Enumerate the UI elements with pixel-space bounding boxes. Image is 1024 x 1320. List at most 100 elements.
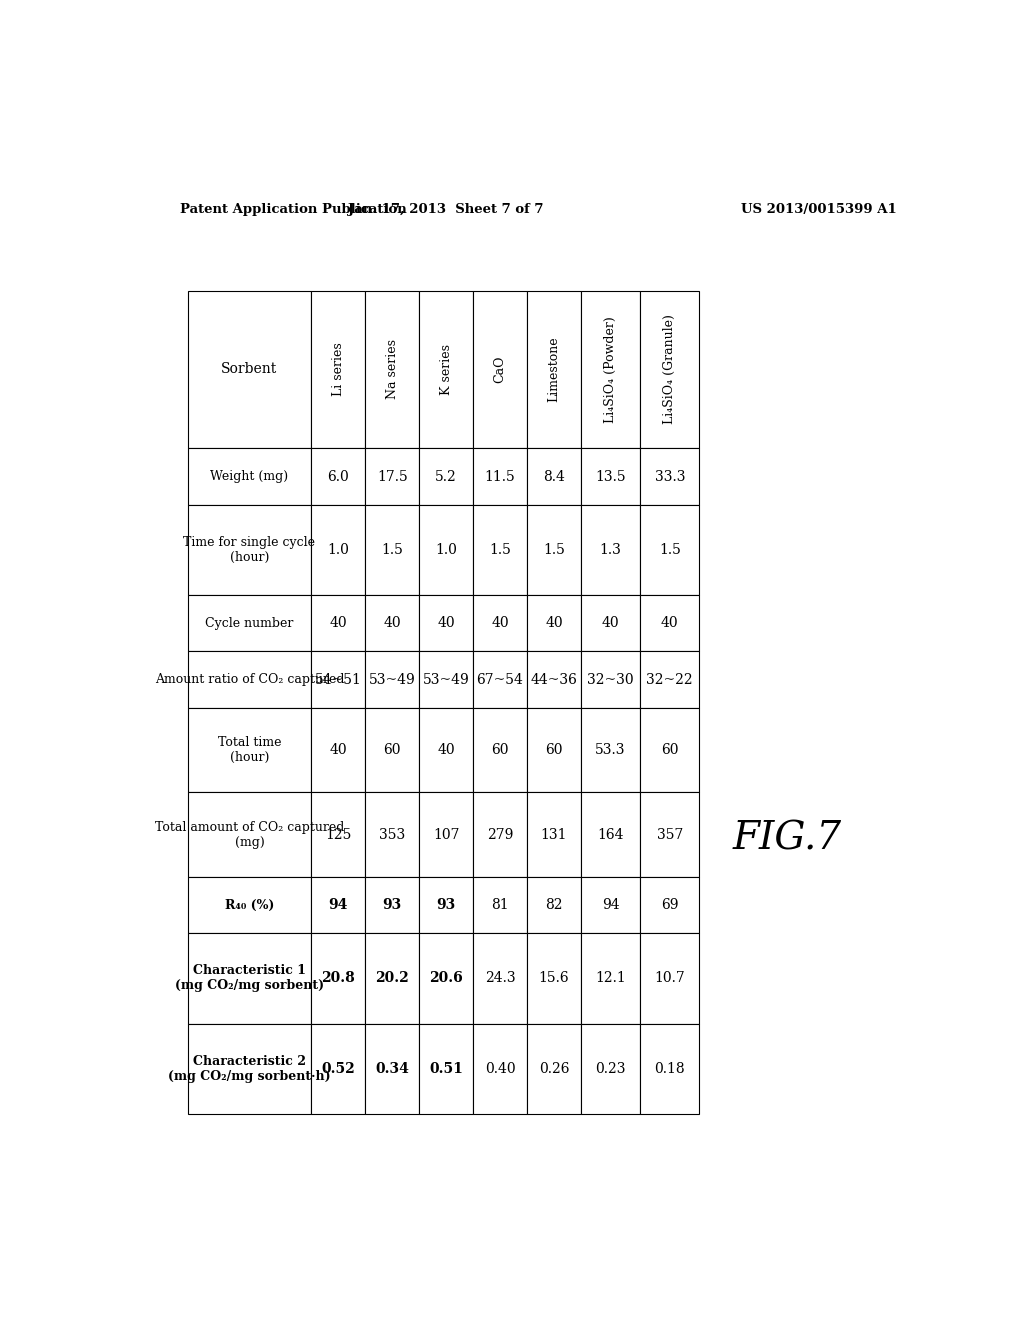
Text: 0.26: 0.26 [539,1061,569,1076]
Text: 1.5: 1.5 [381,543,403,557]
Text: 5.2: 5.2 [435,470,457,483]
Bar [187,504,311,595]
Bar [311,1023,366,1114]
Bar [473,652,527,708]
Text: 6.0: 6.0 [328,470,349,483]
Bar [640,933,699,1023]
Text: 33.3: 33.3 [654,470,685,483]
Text: R₄₀ (%): R₄₀ (%) [225,899,274,912]
Bar [366,792,419,876]
Text: 0.18: 0.18 [654,1061,685,1076]
Text: 0.51: 0.51 [429,1061,463,1076]
Bar [640,595,699,652]
Text: 40: 40 [330,743,347,758]
Bar [187,1023,311,1114]
Bar [419,933,473,1023]
Bar [366,290,419,449]
Bar [527,504,581,595]
Text: 11.5: 11.5 [484,470,515,483]
Bar [187,792,311,876]
Bar [527,708,581,792]
Bar [640,876,699,933]
Text: 40: 40 [383,616,401,630]
Text: 12.1: 12.1 [595,972,626,986]
Bar [527,876,581,933]
Text: 125: 125 [326,828,351,842]
Bar [187,652,311,708]
Text: Amount ratio of CO₂ captured: Amount ratio of CO₂ captured [155,673,344,686]
Text: 53~49: 53~49 [369,673,416,686]
Text: 54~51: 54~51 [315,673,361,686]
Text: Characteristic 1
(mg CO₂/mg sorbent): Characteristic 1 (mg CO₂/mg sorbent) [175,965,324,993]
Bar [473,933,527,1023]
Text: 131: 131 [541,828,567,842]
Text: 60: 60 [662,743,679,758]
Bar [419,792,473,876]
Text: 44~36: 44~36 [530,673,578,686]
Bar [187,595,311,652]
Bar [581,504,640,595]
Bar [419,290,473,449]
Text: 279: 279 [486,828,513,842]
Text: 94: 94 [329,898,348,912]
Bar [366,504,419,595]
Bar [187,933,311,1023]
Text: 20.6: 20.6 [429,972,463,986]
Bar [419,595,473,652]
Text: 32~30: 32~30 [587,673,634,686]
Bar [640,708,699,792]
Bar [581,933,640,1023]
Bar [473,595,527,652]
Bar [527,290,581,449]
Bar [366,708,419,792]
Text: 60: 60 [492,743,509,758]
Bar [527,933,581,1023]
Bar [419,449,473,504]
Bar [311,652,366,708]
Text: Weight (mg): Weight (mg) [210,470,289,483]
Bar [581,876,640,933]
Bar [527,652,581,708]
Bar [366,876,419,933]
Text: 17.5: 17.5 [377,470,408,483]
Text: 32~22: 32~22 [646,673,693,686]
Bar [366,595,419,652]
Bar [473,708,527,792]
Bar [311,792,366,876]
Text: 1.0: 1.0 [435,543,457,557]
Text: 53~49: 53~49 [423,673,470,686]
Text: 69: 69 [662,898,679,912]
Text: 93: 93 [383,898,401,912]
Bar [187,290,311,449]
Text: 40: 40 [437,743,455,758]
Text: 60: 60 [545,743,562,758]
Text: Li₄SiO₄ (Powder): Li₄SiO₄ (Powder) [604,315,617,422]
Text: Li₄SiO₄ (Granule): Li₄SiO₄ (Granule) [664,314,676,425]
Bar [187,708,311,792]
Bar [311,595,366,652]
Bar [311,504,366,595]
Bar [640,290,699,449]
Bar [419,708,473,792]
Text: 40: 40 [437,616,455,630]
Text: 0.40: 0.40 [484,1061,515,1076]
Text: Na series: Na series [386,339,398,400]
Text: Time for single cycle
(hour): Time for single cycle (hour) [183,536,315,564]
Text: 94: 94 [602,898,620,912]
Bar [419,652,473,708]
Bar [640,504,699,595]
Bar [581,595,640,652]
Bar [473,504,527,595]
Text: 0.34: 0.34 [376,1061,410,1076]
Text: Li series: Li series [332,343,345,396]
Bar [527,595,581,652]
Text: 67~54: 67~54 [476,673,523,686]
Text: 1.5: 1.5 [658,543,681,557]
Bar [473,290,527,449]
Text: 93: 93 [436,898,456,912]
Text: Total time
(hour): Total time (hour) [218,737,282,764]
Bar [187,449,311,504]
Bar [473,792,527,876]
Text: 357: 357 [656,828,683,842]
Text: 53.3: 53.3 [595,743,626,758]
